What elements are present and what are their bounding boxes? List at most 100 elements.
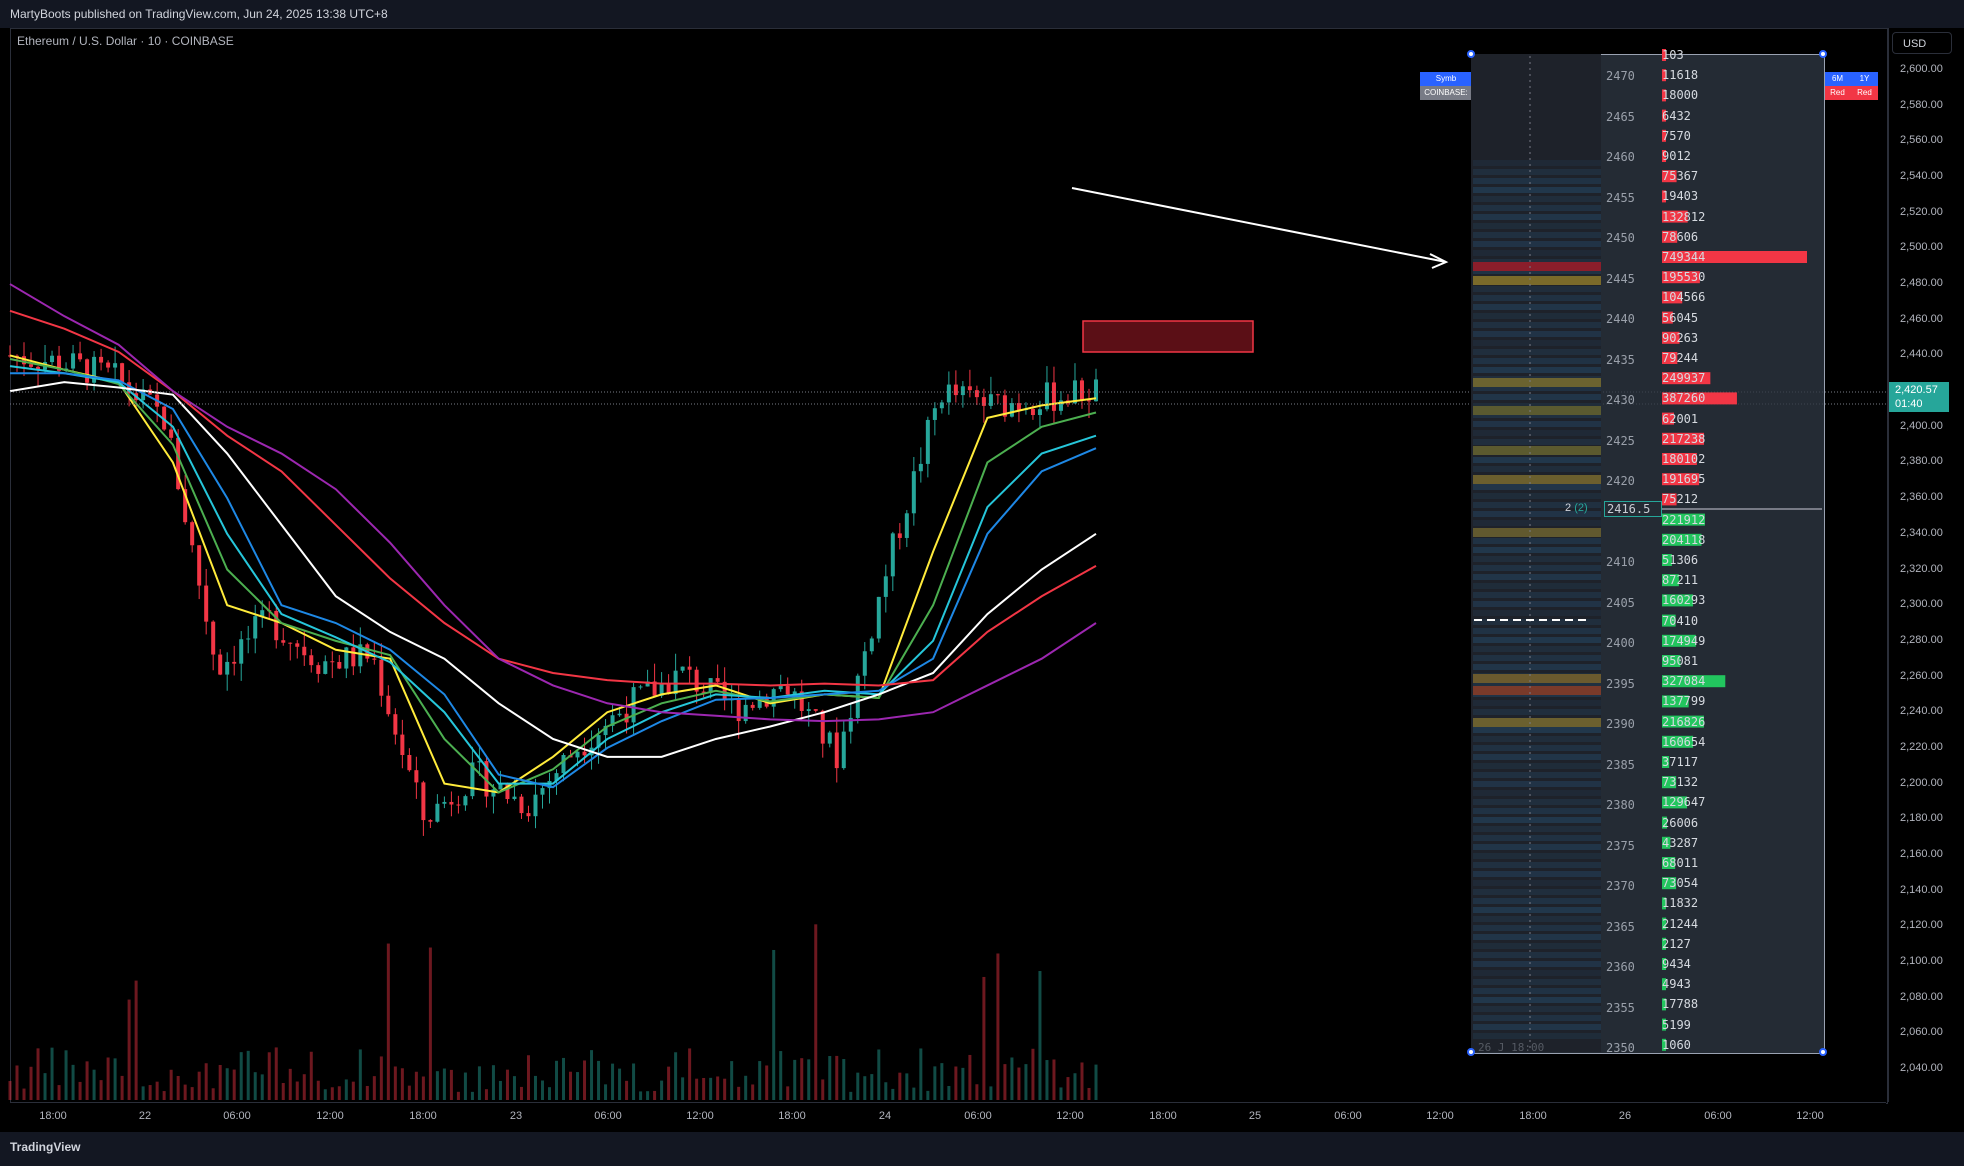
candle-body xyxy=(617,713,622,716)
ladder-volume: 51306 xyxy=(1662,553,1699,567)
resize-handle-br[interactable] xyxy=(1819,1048,1827,1056)
volume-bar xyxy=(618,1068,622,1100)
volume-bar xyxy=(569,1071,573,1100)
profile-bar xyxy=(1662,897,1666,910)
candle-body xyxy=(722,681,727,701)
heat-band xyxy=(1473,232,1601,238)
ladder-volume: 749344 xyxy=(1662,250,1706,264)
candle-body xyxy=(512,796,517,800)
profile-bar xyxy=(1662,170,1677,183)
candle-body xyxy=(211,621,216,655)
currency-button[interactable]: USD xyxy=(1892,32,1952,54)
price-tick: 2,160.00 xyxy=(1900,847,1943,860)
volume-bar xyxy=(898,1072,902,1100)
volume-bar xyxy=(562,1057,566,1100)
candle-body xyxy=(22,356,27,365)
heat-band xyxy=(1473,817,1601,823)
volume-bar xyxy=(1094,1064,1098,1100)
candle-body xyxy=(190,522,195,546)
countdown-value: 01:40 xyxy=(1895,398,1923,410)
ladder-price: 2455 xyxy=(1606,190,1635,205)
price-tick: 2,400.00 xyxy=(1900,419,1943,432)
candle-body xyxy=(309,655,314,666)
resize-handle-bl[interactable] xyxy=(1467,1048,1475,1056)
volume-bar xyxy=(519,1086,523,1100)
profile-bar xyxy=(1662,1038,1666,1051)
volume-bar xyxy=(183,1084,187,1100)
candle-body xyxy=(638,686,643,688)
candle-body xyxy=(904,513,909,538)
candle-body xyxy=(1094,379,1098,402)
volume-bar xyxy=(842,1059,846,1100)
ladder-volume: 204118 xyxy=(1662,532,1706,547)
ladder-bottom-partial: 26 J 18:00 xyxy=(1478,1041,1545,1054)
volume-bar xyxy=(218,1064,222,1100)
heat-band xyxy=(1473,907,1601,913)
volume-bar xyxy=(786,1086,790,1100)
price-tick: 2,480.00 xyxy=(1900,277,1943,290)
heat-band xyxy=(1473,709,1601,715)
price-tick: 2,180.00 xyxy=(1900,812,1943,825)
profile-bar xyxy=(1662,857,1676,869)
candle-body xyxy=(36,366,41,370)
volume-bar xyxy=(576,1072,580,1100)
resize-handle-tl[interactable] xyxy=(1467,50,1475,58)
profile-bar xyxy=(1662,109,1666,122)
candle-body xyxy=(1016,403,1021,411)
profile-bar xyxy=(1662,634,1696,647)
heat-band xyxy=(1473,763,1601,769)
candle-body xyxy=(176,437,181,490)
candle-body xyxy=(960,386,965,396)
candle-body xyxy=(295,643,300,647)
overlay-1y: 1Y xyxy=(1859,74,1870,83)
tradingview-logo[interactable]: TradingView xyxy=(10,1140,81,1154)
heat-band-strong xyxy=(1473,378,1601,387)
volume-bar xyxy=(772,949,776,1100)
time-tick: 12:00 xyxy=(686,1110,714,1122)
ladder-volume: 56045 xyxy=(1662,310,1699,325)
symbol-title[interactable]: Ethereum / U.S. Dollar · 10 · COINBASE xyxy=(17,34,234,48)
ladder-volume: 26006 xyxy=(1662,815,1699,830)
price-tick: 2,580.00 xyxy=(1900,98,1943,111)
ladder-volume: 79244 xyxy=(1662,351,1699,365)
ladder-price: 2400 xyxy=(1606,636,1635,650)
volume-bar xyxy=(870,1074,874,1100)
candle-body xyxy=(470,762,475,797)
arrow-line xyxy=(1071,187,1447,263)
ladder-volume: 21244 xyxy=(1662,916,1699,931)
volume-bar xyxy=(92,1069,96,1100)
time-tick: 12:00 xyxy=(1056,1110,1084,1122)
volume-bar xyxy=(288,1068,292,1100)
candle-body xyxy=(953,384,958,396)
volume-bar xyxy=(1080,1062,1084,1100)
volume-bar xyxy=(106,1057,110,1100)
volume-bar xyxy=(765,1065,769,1100)
volume-bar xyxy=(583,1060,587,1100)
highlight-rectangle xyxy=(1082,320,1254,353)
heat-band xyxy=(1473,943,1601,949)
volume-bar xyxy=(555,1060,559,1100)
heat-band xyxy=(1473,754,1601,760)
time-axis[interactable] xyxy=(10,1102,1886,1131)
price-axis[interactable] xyxy=(1888,28,1964,1102)
volume-bar xyxy=(477,1066,481,1100)
ladder-volume: 7570 xyxy=(1662,128,1691,143)
profile-bar xyxy=(1662,49,1666,61)
heat-band xyxy=(1473,1024,1601,1030)
resize-handle-tr[interactable] xyxy=(1819,50,1827,58)
price-tick: 2,440.00 xyxy=(1900,348,1943,361)
candle-body xyxy=(995,394,1000,396)
heat-band xyxy=(1473,196,1601,202)
profile-bar xyxy=(1662,675,1726,688)
ladder-volume: 1060 xyxy=(1662,1037,1691,1052)
heat-band xyxy=(1473,547,1601,553)
heat-band xyxy=(1473,313,1601,319)
ladder-price: 2445 xyxy=(1606,271,1635,286)
volume-bar xyxy=(22,1088,26,1100)
volume-bar xyxy=(43,1073,47,1100)
volume-bar xyxy=(323,1089,327,1100)
profile-bar xyxy=(1662,513,1705,526)
ema-line xyxy=(9,365,1097,785)
candle-body xyxy=(827,732,832,744)
ladder-price: 2430 xyxy=(1606,393,1635,407)
